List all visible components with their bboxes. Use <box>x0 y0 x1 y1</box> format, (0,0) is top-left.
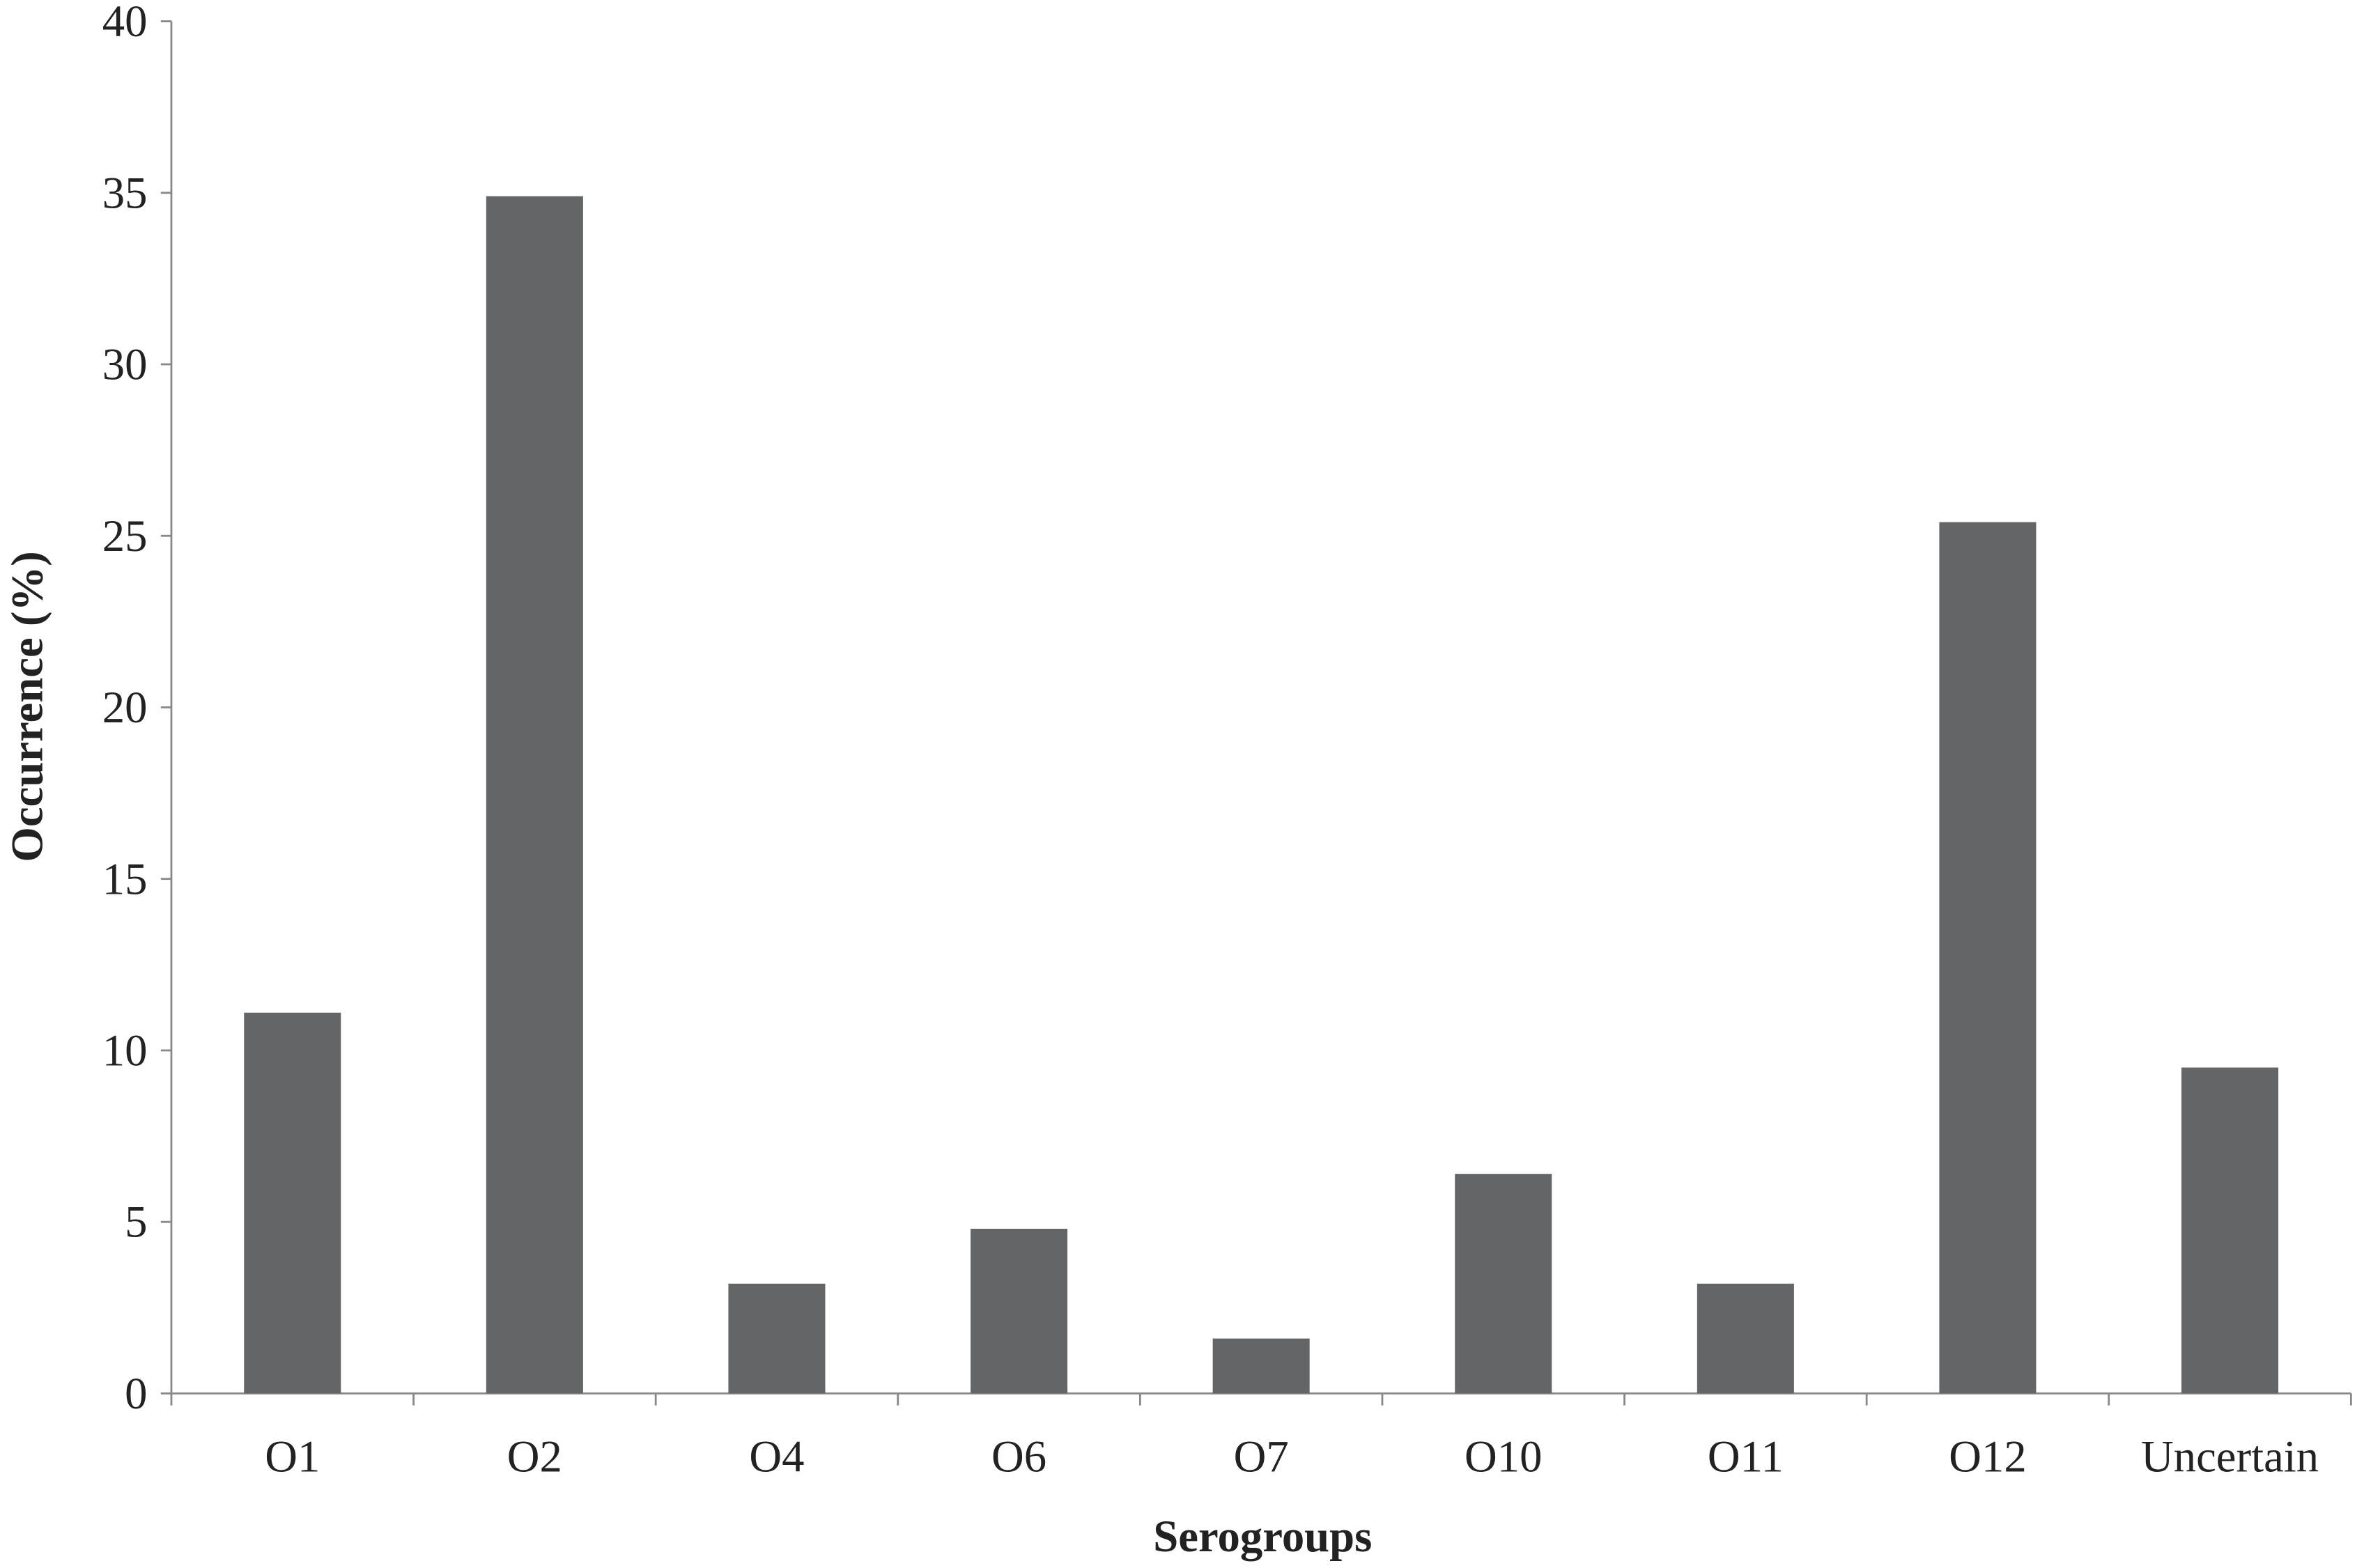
bar <box>486 196 583 1394</box>
y-tick-label: 20 <box>102 682 148 732</box>
x-tick-label: O4 <box>749 1431 804 1482</box>
bar <box>244 1012 341 1394</box>
x-tick-label: Uncertain <box>2141 1431 2319 1482</box>
y-axis-title: Occurrence (%) <box>1 551 52 862</box>
y-tick-label: 40 <box>102 0 148 46</box>
y-tick-label: 5 <box>125 1197 147 1247</box>
bar <box>971 1228 1068 1394</box>
y-tick-label: 25 <box>102 511 148 561</box>
y-tick-label: 10 <box>102 1025 148 1075</box>
y-tick-label: 15 <box>102 853 148 903</box>
x-tick-label: O11 <box>1708 1431 1784 1482</box>
y-tick-label: 35 <box>102 167 148 217</box>
x-axis-title: Serogroups <box>1153 1511 1372 1561</box>
bar <box>1212 1338 1310 1394</box>
x-tick-label: O10 <box>1465 1431 1542 1482</box>
y-tick-label: 0 <box>125 1368 147 1418</box>
x-tick-label: O7 <box>1234 1431 1289 1482</box>
bar <box>1697 1283 1794 1394</box>
x-tick-label: O6 <box>991 1431 1046 1482</box>
bar <box>2181 1067 2279 1394</box>
x-tick-label: O1 <box>265 1431 320 1482</box>
x-tick-label: O12 <box>1949 1431 2026 1482</box>
bar <box>728 1283 826 1394</box>
y-tick-label: 30 <box>102 339 148 389</box>
x-tick-label: O2 <box>507 1431 562 1482</box>
bar <box>1939 522 2037 1394</box>
bar <box>1455 1174 1552 1394</box>
